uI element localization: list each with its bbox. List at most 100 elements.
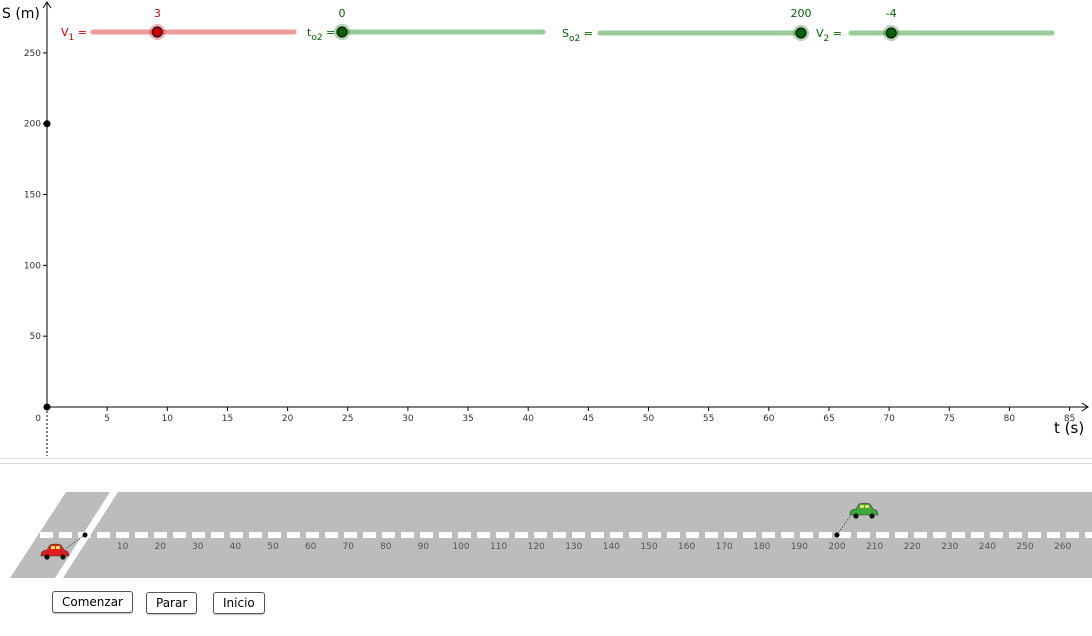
slider-so2-knob [795, 27, 807, 39]
lane-dash [325, 532, 338, 538]
slider-so2[interactable]: So2 = 200 [562, 7, 812, 44]
y-tick-label: 250 [24, 49, 41, 59]
slider-v1-knob [151, 26, 163, 38]
lane-dash [591, 532, 604, 538]
reset-button[interactable]: Inicio [213, 592, 265, 614]
graph-view[interactable]: 5 10 15 20 25 30 35 40 45 50 55 60 65 70 75 80 855010015… [0, 0, 1092, 460]
x-tick-label: 50 [643, 414, 655, 424]
y-tick-label: 200 [24, 120, 41, 130]
x-axis-arrow [1081, 402, 1089, 412]
road-tick-label: 90 [418, 542, 430, 552]
x-tick-label: 20 [282, 414, 294, 424]
road-tick-label: 240 [979, 542, 996, 552]
y-axis-label: S (m) [2, 6, 40, 22]
x-tick-label: 5 [104, 414, 110, 424]
lane-dash [724, 532, 737, 538]
lane-dash [458, 532, 471, 538]
road-tick-label: 40 [230, 542, 242, 552]
lane-dash [705, 532, 718, 538]
lane-dash [192, 532, 205, 538]
lane-dash [876, 532, 889, 538]
lane-dash [1066, 532, 1079, 538]
slider-to2[interactable]: to2 = 0 [307, 7, 546, 43]
road-tick-label: 160 [678, 542, 695, 552]
x-tick-label: 75 [944, 414, 955, 424]
green-car-icon [849, 502, 879, 519]
lane-dash [439, 532, 452, 538]
green-car-icon-wheel [853, 513, 859, 519]
lane-dash [97, 532, 110, 538]
lane-dash [268, 532, 281, 538]
x-tick-label: 55 [703, 414, 714, 424]
lane-dash [686, 532, 699, 538]
lane-dash [287, 532, 300, 538]
lane-dash [743, 532, 756, 538]
y-tick-label: 50 [30, 332, 42, 342]
slider-so2-label: So2 = [562, 27, 593, 44]
graph-divider-2 [0, 463, 1092, 464]
x-axis-label: t (s) [1054, 419, 1084, 437]
green-car-icon-window [865, 505, 869, 508]
stop-button[interactable]: Parar [146, 592, 198, 614]
car1-position-point [82, 532, 88, 538]
lane-dash [781, 532, 794, 538]
lane-dash [154, 532, 167, 538]
lane-dash [1028, 532, 1041, 538]
road-tick-label: 180 [753, 542, 770, 552]
lane-dash [534, 532, 547, 538]
car2-position-point [834, 532, 840, 538]
lane-dash [477, 532, 490, 538]
road-tick-label: 140 [603, 542, 620, 552]
road-tick-label: 20 [154, 542, 166, 552]
lane-dash [1085, 532, 1092, 538]
road-tick-label: 120 [528, 542, 545, 552]
green-car-icon-wheel [869, 513, 875, 519]
slider-v2-knob [885, 27, 897, 39]
red-car-icon-wheel [60, 554, 66, 560]
slider-to2-knob [336, 26, 348, 38]
lane-dash [344, 532, 357, 538]
red-car-icon-wheel [44, 554, 50, 560]
lane-dash [1009, 532, 1022, 538]
green-car-icon-body [849, 502, 879, 516]
lane-dash [971, 532, 984, 538]
lane-dash [610, 532, 623, 538]
lane-dash [553, 532, 566, 538]
lane-dash [990, 532, 1003, 538]
lane-dash [230, 532, 243, 538]
x-tick-label: 10 [162, 414, 174, 424]
road-tick-label: 150 [640, 542, 657, 552]
x-tick-label: 65 [823, 414, 834, 424]
slider-v2[interactable]: V2 = -4 [816, 7, 1055, 44]
road-tick-label: 100 [452, 542, 469, 552]
x-tick-label: 85 [1064, 414, 1075, 424]
road-tick-label: 220 [904, 542, 921, 552]
lane-dash [173, 532, 186, 538]
road-tick-label: 170 [716, 542, 733, 552]
x-tick-label: 15 [222, 414, 233, 424]
red-car-icon-body [40, 543, 70, 557]
lane-dash [135, 532, 148, 538]
lane-dash [420, 532, 433, 538]
lane-dash [1047, 532, 1060, 538]
slider-so2-value: 200 [791, 7, 812, 20]
red-car-icon-window [56, 546, 60, 549]
lane-dash [401, 532, 414, 538]
lane-dash [306, 532, 319, 538]
lane-dash [629, 532, 642, 538]
x-tick-label: 80 [1004, 414, 1016, 424]
lane-dash [952, 532, 965, 538]
lane-dash [857, 532, 870, 538]
start-button[interactable]: Comenzar [52, 591, 133, 613]
x-tick-label: 35 [462, 414, 473, 424]
graph-divider [0, 458, 1092, 459]
car2-marker-line [836, 514, 852, 536]
red-car-icon-window [51, 546, 55, 549]
red-car-icon [40, 543, 70, 560]
road-tick-label: 250 [1016, 542, 1033, 552]
lane-dash [59, 532, 72, 538]
lane-dash [249, 532, 262, 538]
lane-dash [116, 532, 129, 538]
slider-v1[interactable]: V1 = 3 [61, 7, 297, 43]
lane-dash [363, 532, 376, 538]
